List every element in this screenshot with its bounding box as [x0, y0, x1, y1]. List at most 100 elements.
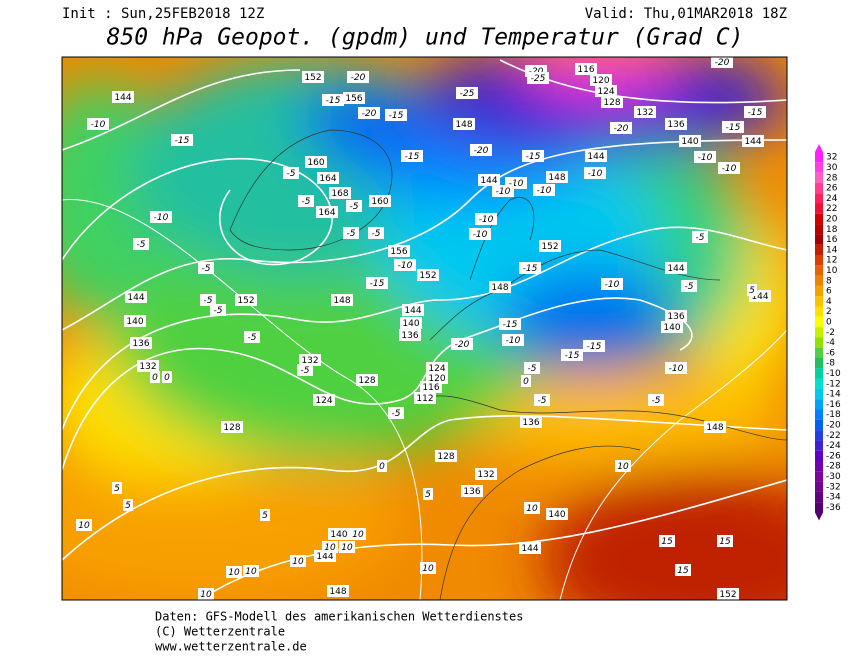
- colorbar-cell: [815, 296, 823, 307]
- colorbar-label: -20: [826, 420, 841, 430]
- temperature-label-box: [283, 167, 299, 179]
- temperature-label: 10: [352, 530, 364, 540]
- geopotential-label: 124: [428, 364, 445, 374]
- colorbar-cell: [815, 461, 823, 472]
- temperature-label: -15: [175, 136, 190, 146]
- temperature-label-box: [451, 338, 473, 350]
- temperature-label-box: [150, 371, 160, 383]
- geopotential-label-box: [717, 588, 739, 600]
- temperature-label-box: [210, 304, 226, 316]
- geopotential-label: 152: [419, 271, 436, 281]
- geopotential-label-box: [679, 135, 701, 147]
- geopotential-label: 144: [114, 93, 131, 103]
- temperature-label: -10: [496, 187, 511, 197]
- colorbar-label: -12: [826, 379, 841, 389]
- map-frame: [61, 56, 788, 601]
- geopotential-label: 140: [548, 510, 565, 520]
- colorbar-cell: [815, 368, 823, 379]
- geopotential-label-box: [317, 172, 339, 184]
- temperature-label-box: [123, 499, 133, 511]
- geopotential-label-box: [417, 269, 439, 281]
- geopotential-label: 132: [301, 356, 318, 366]
- colorbar-label: 30: [826, 163, 838, 173]
- geopotential-label: 112: [416, 394, 433, 404]
- temperature-label: -10: [537, 186, 552, 196]
- temperature-label-box: [298, 195, 314, 207]
- colorbar-cell: [815, 450, 823, 461]
- geopotential-label-box: [316, 206, 338, 218]
- temperature-label: -15: [565, 351, 580, 361]
- temperature-label-box: [584, 167, 606, 179]
- temperature-label: -20: [474, 146, 489, 156]
- colorbar-label: -18: [826, 410, 841, 420]
- colorbar-label: -26: [826, 451, 841, 461]
- temperature-label-box: [198, 588, 214, 600]
- colorbar-top-arrow: [815, 144, 823, 152]
- temperature-label-box: [717, 535, 733, 547]
- temperature-label-box: [583, 340, 605, 352]
- geopotential-label-box: [704, 421, 726, 433]
- geopotential-label-box: [402, 304, 424, 316]
- geopotential-label: 136: [463, 487, 480, 497]
- temperature-label: -20: [614, 124, 629, 134]
- geopotential-label-box: [585, 150, 607, 162]
- geopotential-label-box: [601, 96, 623, 108]
- geopotential-label: 152: [541, 242, 558, 252]
- colorbar-label: -2: [826, 328, 835, 338]
- colorbar-label: 4: [826, 297, 832, 307]
- colorbar-label: 14: [826, 245, 838, 255]
- temperature-label: -15: [503, 320, 518, 330]
- temperature-label: -10: [398, 261, 413, 271]
- colorbar-label: -30: [826, 472, 841, 482]
- map-title: 850 hPa Geopot. (gpdm) und Temperatur (G…: [107, 25, 744, 51]
- colorbar-cell: [815, 275, 823, 286]
- temperature-label: -5: [287, 169, 296, 179]
- temperature-label: 15: [677, 566, 689, 576]
- geopotential-label: 140: [402, 319, 419, 329]
- temperature-label-box: [420, 562, 436, 574]
- temperature-label: -15: [523, 264, 538, 274]
- geopotential-label: 152: [719, 590, 736, 600]
- geopotential-label: 168: [331, 189, 348, 199]
- geopotential-label-box: [328, 528, 350, 540]
- geopotential-label: 128: [358, 376, 375, 386]
- temperature-label-box: [243, 565, 259, 577]
- temperature-label-box: [456, 87, 478, 99]
- temperature-label: 10: [617, 462, 629, 472]
- colorbar-label: 6: [826, 287, 832, 297]
- colorbar-label: 22: [826, 204, 837, 214]
- geopotential-label-box: [327, 585, 349, 597]
- temperature-label: -20: [455, 340, 470, 350]
- temperature-label: -15: [748, 108, 763, 118]
- geopotential-label-box: [343, 92, 365, 104]
- geopotential-label: 152: [237, 296, 254, 306]
- geopotential-label: 132: [477, 470, 494, 480]
- geopotential-label-box: [546, 508, 568, 520]
- colorbar-label: -10: [826, 369, 841, 379]
- colorbar-cell: [815, 203, 823, 214]
- geopotential-label: 164: [319, 174, 336, 184]
- geopotential-label: 148: [706, 423, 723, 433]
- colorbar-label: -28: [826, 462, 841, 472]
- temperature-label: 15: [719, 537, 731, 547]
- temperature-label-box: [358, 107, 380, 119]
- temperature-label-box: [519, 262, 541, 274]
- geopotential-label: 136: [667, 120, 684, 130]
- geopotential-label: 156: [390, 247, 407, 257]
- temperature-label: 10: [200, 590, 212, 600]
- colorbar-cell: [815, 471, 823, 482]
- init-time: Init : Sun,25FEB2018 12Z: [62, 6, 264, 22]
- geopotential-label-box: [124, 315, 146, 327]
- temperature-label: -20: [362, 109, 377, 119]
- geopotential-label: 132: [636, 108, 653, 118]
- temperature-label: -10: [669, 364, 684, 374]
- geopotential-label: 120: [592, 76, 609, 86]
- temperature-label: 0: [164, 373, 170, 383]
- temperature-label: 0: [379, 462, 385, 472]
- temperature-label-box: [366, 277, 388, 289]
- colorbar-label: -16: [826, 400, 841, 410]
- geopotential-label: 136: [401, 331, 418, 341]
- temperature-label-box: [718, 162, 740, 174]
- geopotential-label-box: [400, 317, 422, 329]
